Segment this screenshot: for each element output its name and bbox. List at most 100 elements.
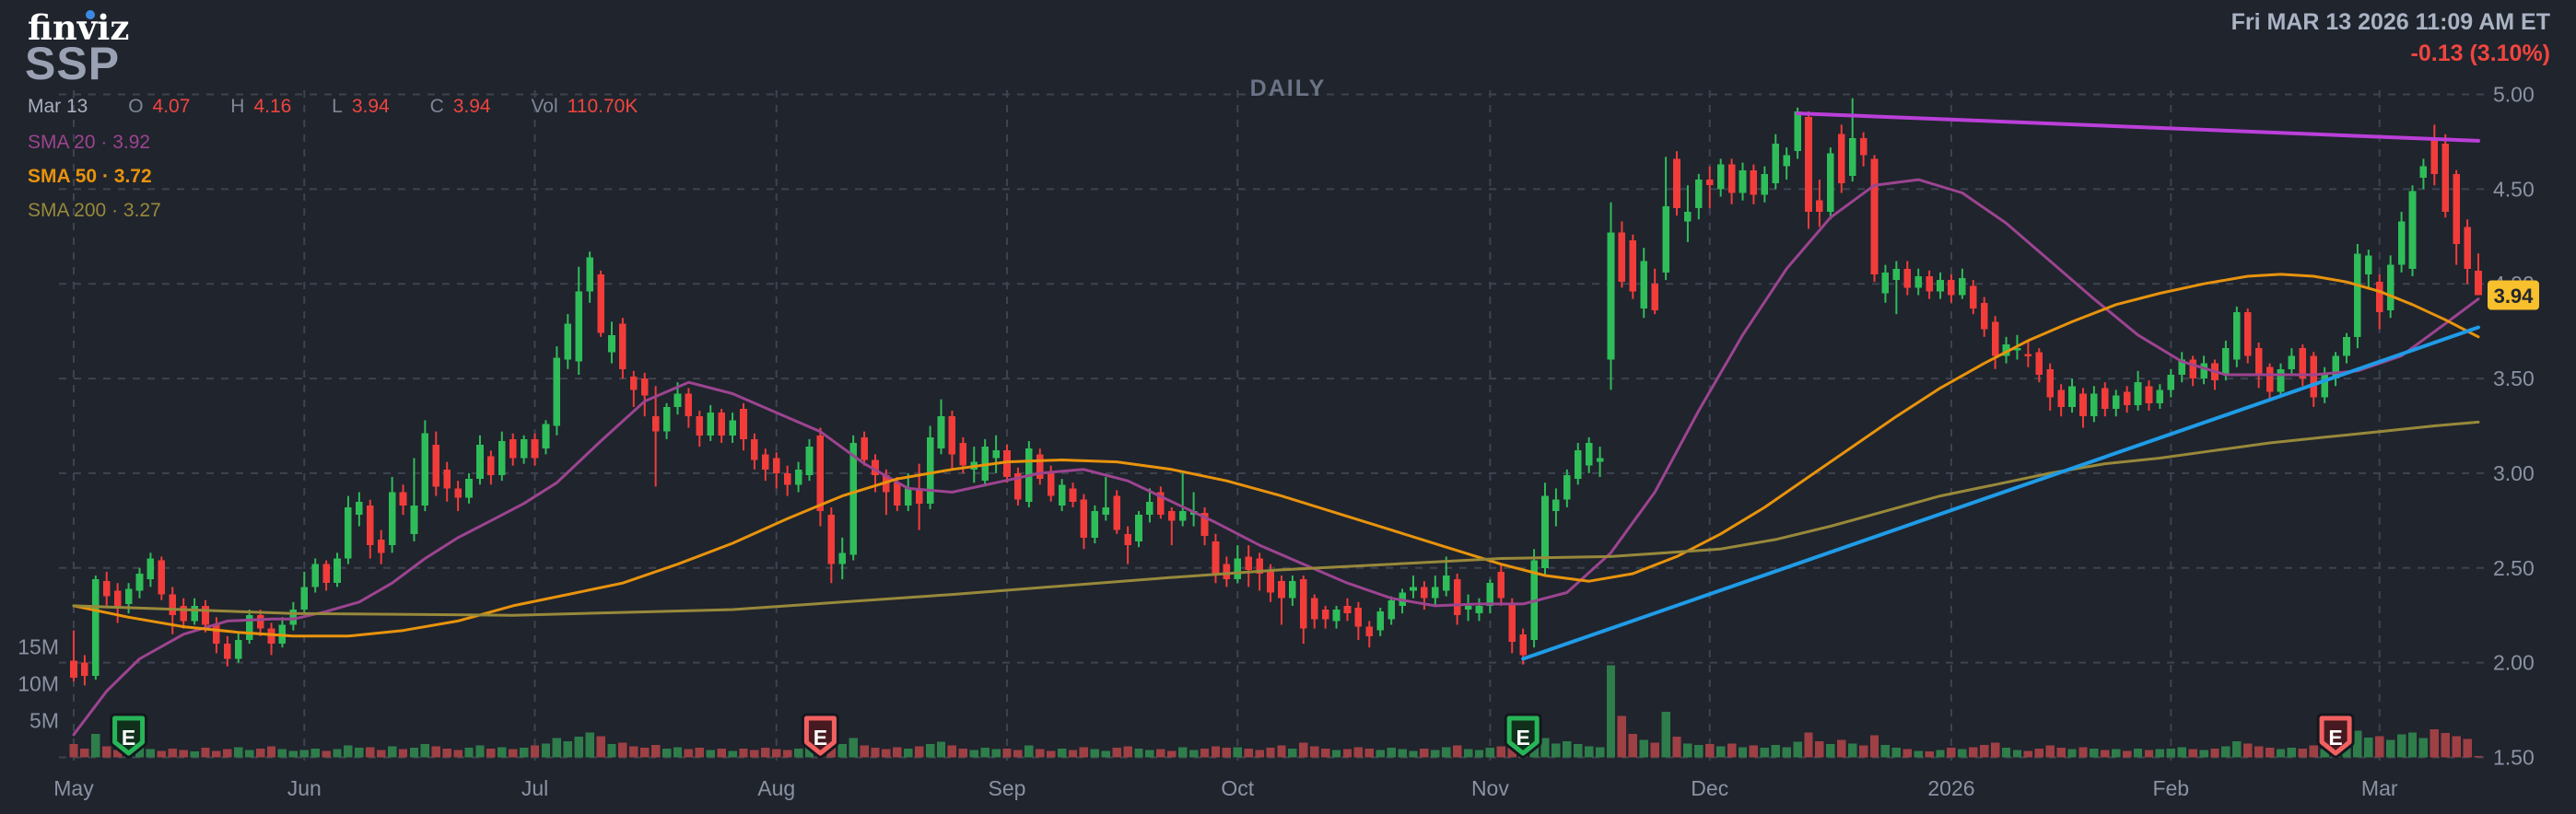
volume-bar (1387, 748, 1396, 758)
candle-body (1299, 579, 1307, 629)
month-axis-label: Feb (2152, 776, 2189, 800)
price-axis-label: 3.00 (2493, 461, 2535, 485)
timeframe-title: DAILY (1249, 76, 1327, 101)
volume-bar (1869, 735, 1879, 758)
candle-body (2441, 143, 2450, 213)
candle-body (1497, 571, 1505, 599)
volume-bar (475, 745, 485, 758)
candle-body (158, 560, 166, 595)
candle-body (1157, 492, 1165, 516)
volume-bar (1847, 743, 1857, 758)
price-axis-label: 1.50 (2493, 746, 2535, 770)
volume-bar (1002, 748, 1012, 758)
candle-body (838, 552, 847, 564)
volume-bar (398, 749, 408, 758)
candle-body (1080, 499, 1088, 538)
volume-bar (925, 744, 935, 758)
last-price-tag: 3.94 (2488, 280, 2539, 310)
candle-body (696, 416, 704, 436)
candle-body (564, 323, 572, 360)
volume-bar (1496, 746, 1506, 758)
volume-bar (2155, 749, 2165, 758)
high-label: H (230, 96, 245, 117)
candle-body (1135, 515, 1142, 541)
candle-body (827, 515, 836, 564)
month-axis-label: Jul (521, 776, 548, 800)
candle-body (432, 445, 440, 487)
candle-body (2024, 354, 2032, 356)
candle-body (1058, 484, 1066, 506)
volume-bar (1727, 743, 1737, 758)
volume-bar (179, 750, 188, 758)
volume-bar (1574, 744, 1583, 758)
candle-body (102, 581, 111, 597)
volume-bar (2034, 748, 2043, 758)
volume-bar (629, 746, 638, 758)
sma-line (72, 273, 2480, 638)
volume-bar (201, 748, 210, 758)
volume-bar (277, 749, 287, 758)
candle-body (1914, 275, 1922, 288)
candle-body (421, 433, 429, 506)
volume-bar (69, 744, 78, 758)
earnings-marker: E (801, 713, 839, 759)
volume-bar (1299, 742, 1308, 758)
volume-bar (706, 750, 715, 758)
candle-body (1673, 158, 1680, 208)
volume-bar (1947, 748, 1956, 758)
candle-body (202, 605, 209, 625)
candle-body (1629, 239, 1637, 292)
candle-body (2266, 366, 2274, 392)
volume-bar (607, 744, 616, 758)
volume-bar (498, 747, 507, 758)
candle-body (1541, 495, 1549, 568)
volume-bar (739, 748, 748, 758)
volume-bar (519, 748, 529, 758)
trendline (1521, 325, 2480, 661)
candle-body (2430, 139, 2439, 174)
volume-bar (662, 748, 672, 758)
volume-bar (552, 738, 562, 758)
volume-bar (761, 748, 770, 758)
volume-bar (135, 747, 145, 758)
month-axis-label: Nov (1471, 776, 1509, 800)
candle-body (1464, 605, 1472, 610)
volume-bar (1760, 748, 1770, 758)
volume-bar (2430, 729, 2440, 758)
candle-body (2243, 312, 2252, 356)
earnings-marker: E (2316, 713, 2355, 759)
earnings-marker: E (110, 713, 148, 759)
volume-bar (1255, 750, 1264, 758)
candle-body (673, 393, 682, 407)
volume-bar (1112, 748, 1121, 758)
volume-bar (1815, 740, 1824, 758)
volume-bar (804, 747, 814, 758)
volume-bar (91, 733, 100, 758)
volume-bar (223, 749, 232, 758)
volume-bar (1101, 750, 1110, 758)
low-value: 3.94 (351, 96, 390, 117)
candle-body (1837, 134, 1845, 184)
candle-body (2365, 255, 2372, 274)
volume-bar (772, 749, 781, 758)
candle-body (1167, 511, 1176, 521)
volume-bar (1563, 740, 1572, 758)
candle-body (388, 492, 396, 546)
volume-bar (1376, 750, 1385, 758)
candle-body (783, 472, 791, 485)
volume-bar (2199, 750, 2208, 758)
volume-bar (2177, 747, 2186, 758)
candle-body (2123, 391, 2131, 405)
volume-bar (2441, 733, 2450, 758)
candle-body (92, 579, 100, 677)
volume-bar (1200, 748, 1210, 758)
volume-bar (1617, 715, 1627, 758)
candle-body (1223, 564, 1231, 580)
candle-body (1200, 513, 1209, 536)
volume-bar (1442, 747, 1451, 758)
volume-bar (782, 750, 792, 758)
finviz-logo[interactable]: finviz (28, 7, 130, 48)
candle-body (1662, 205, 1669, 273)
candle-body (509, 438, 517, 459)
